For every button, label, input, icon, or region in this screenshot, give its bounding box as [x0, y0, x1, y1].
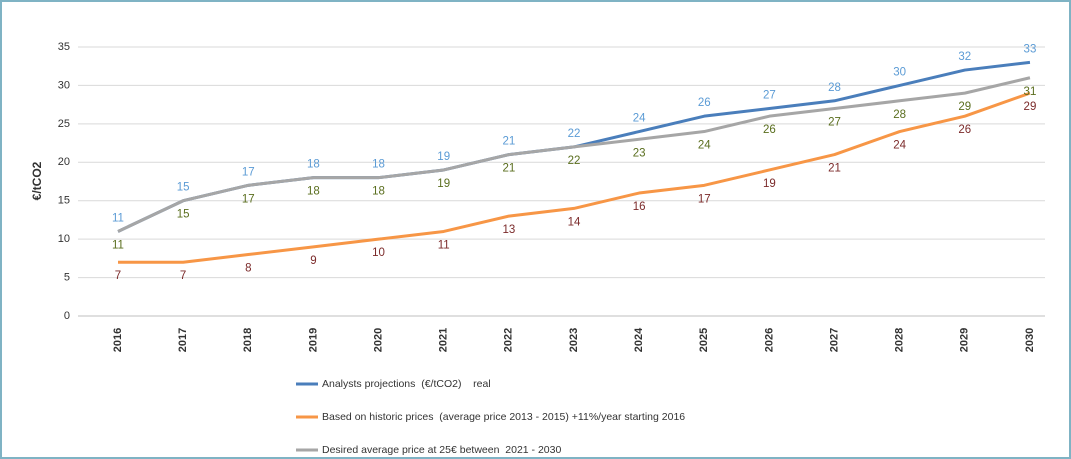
- data-label: 18: [307, 159, 320, 171]
- data-label: 11: [112, 239, 124, 251]
- data-label: 17: [698, 193, 711, 205]
- data-label: 10: [372, 247, 385, 259]
- data-label: 24: [698, 140, 711, 152]
- x-tick-label: 2024: [633, 327, 645, 352]
- y-tick-label: 20: [58, 156, 70, 168]
- data-label: 15: [177, 182, 190, 194]
- data-label: 31: [1024, 86, 1037, 98]
- legend-label: Desired average price at 25€ between 202…: [322, 444, 561, 456]
- data-label: 18: [372, 186, 385, 198]
- data-label: 15: [177, 209, 190, 221]
- x-tick-label: 2026: [763, 328, 775, 352]
- series-line: [118, 91, 1031, 264]
- y-tick-label: 0: [64, 310, 70, 322]
- data-label: 26: [958, 124, 971, 136]
- x-tick-label: 2019: [307, 328, 319, 352]
- data-label: 11: [112, 212, 124, 224]
- legend-label: Based on historic prices (average price …: [322, 411, 685, 423]
- data-label: 11: [438, 239, 450, 251]
- x-tick-label: 2030: [1024, 328, 1036, 352]
- data-label: 21: [502, 136, 515, 148]
- data-label: 14: [568, 216, 581, 228]
- y-tick-label: 35: [58, 41, 70, 53]
- data-label: 28: [828, 82, 841, 94]
- data-label: 19: [437, 151, 450, 163]
- x-tick-label: 2027: [828, 328, 840, 352]
- data-label: 30: [893, 66, 906, 78]
- x-tick-label: 2028: [894, 328, 906, 352]
- data-label: 24: [633, 113, 646, 125]
- data-label: 8: [245, 263, 251, 275]
- data-label: 27: [828, 117, 841, 129]
- y-tick-label: 15: [58, 195, 70, 207]
- data-label: 29: [958, 101, 971, 113]
- x-tick-label: 2021: [438, 328, 450, 352]
- data-label: 22: [568, 155, 581, 167]
- data-label: 19: [437, 178, 450, 190]
- x-tick-label: 2020: [372, 328, 384, 352]
- data-label: 32: [958, 51, 971, 63]
- x-tick-label: 2016: [112, 328, 124, 352]
- legend-label: Analysts projections (€/tCO2) real: [322, 378, 491, 390]
- data-label: 13: [502, 224, 515, 236]
- x-tick-label: 2017: [177, 328, 189, 352]
- data-label: 17: [242, 193, 255, 205]
- y-tick-label: 10: [58, 233, 70, 245]
- data-label: 24: [893, 140, 906, 152]
- x-tick-label: 2022: [503, 328, 515, 352]
- data-label: 7: [115, 270, 121, 282]
- data-label: 28: [893, 109, 906, 121]
- data-label: 9: [310, 255, 316, 267]
- data-label: 21: [502, 163, 515, 175]
- x-tick-label: 2023: [568, 328, 580, 352]
- data-label: 23: [633, 147, 646, 159]
- y-tick-label: 30: [58, 79, 70, 91]
- x-tick-label: 2025: [698, 328, 710, 352]
- data-label: 27: [763, 90, 776, 102]
- data-label: 18: [307, 186, 320, 198]
- x-tick-label: 2018: [242, 328, 254, 352]
- data-label: 17: [242, 166, 255, 178]
- data-label: 18: [372, 159, 385, 171]
- data-label: 21: [828, 163, 841, 175]
- data-label: 26: [763, 124, 776, 136]
- x-tick-label: 2029: [959, 328, 971, 352]
- data-label: 7: [180, 270, 186, 282]
- data-label: 16: [633, 201, 646, 213]
- data-label: 22: [568, 128, 581, 140]
- data-label: 33: [1024, 43, 1037, 55]
- series-line: [117, 76, 1031, 233]
- data-label: 19: [763, 178, 776, 190]
- y-tick-label: 25: [58, 118, 70, 130]
- data-label: 26: [698, 97, 711, 109]
- y-tick-label: 5: [64, 271, 70, 283]
- data-label: 29: [1024, 101, 1037, 113]
- y-axis-label: €/tCO2: [30, 161, 44, 200]
